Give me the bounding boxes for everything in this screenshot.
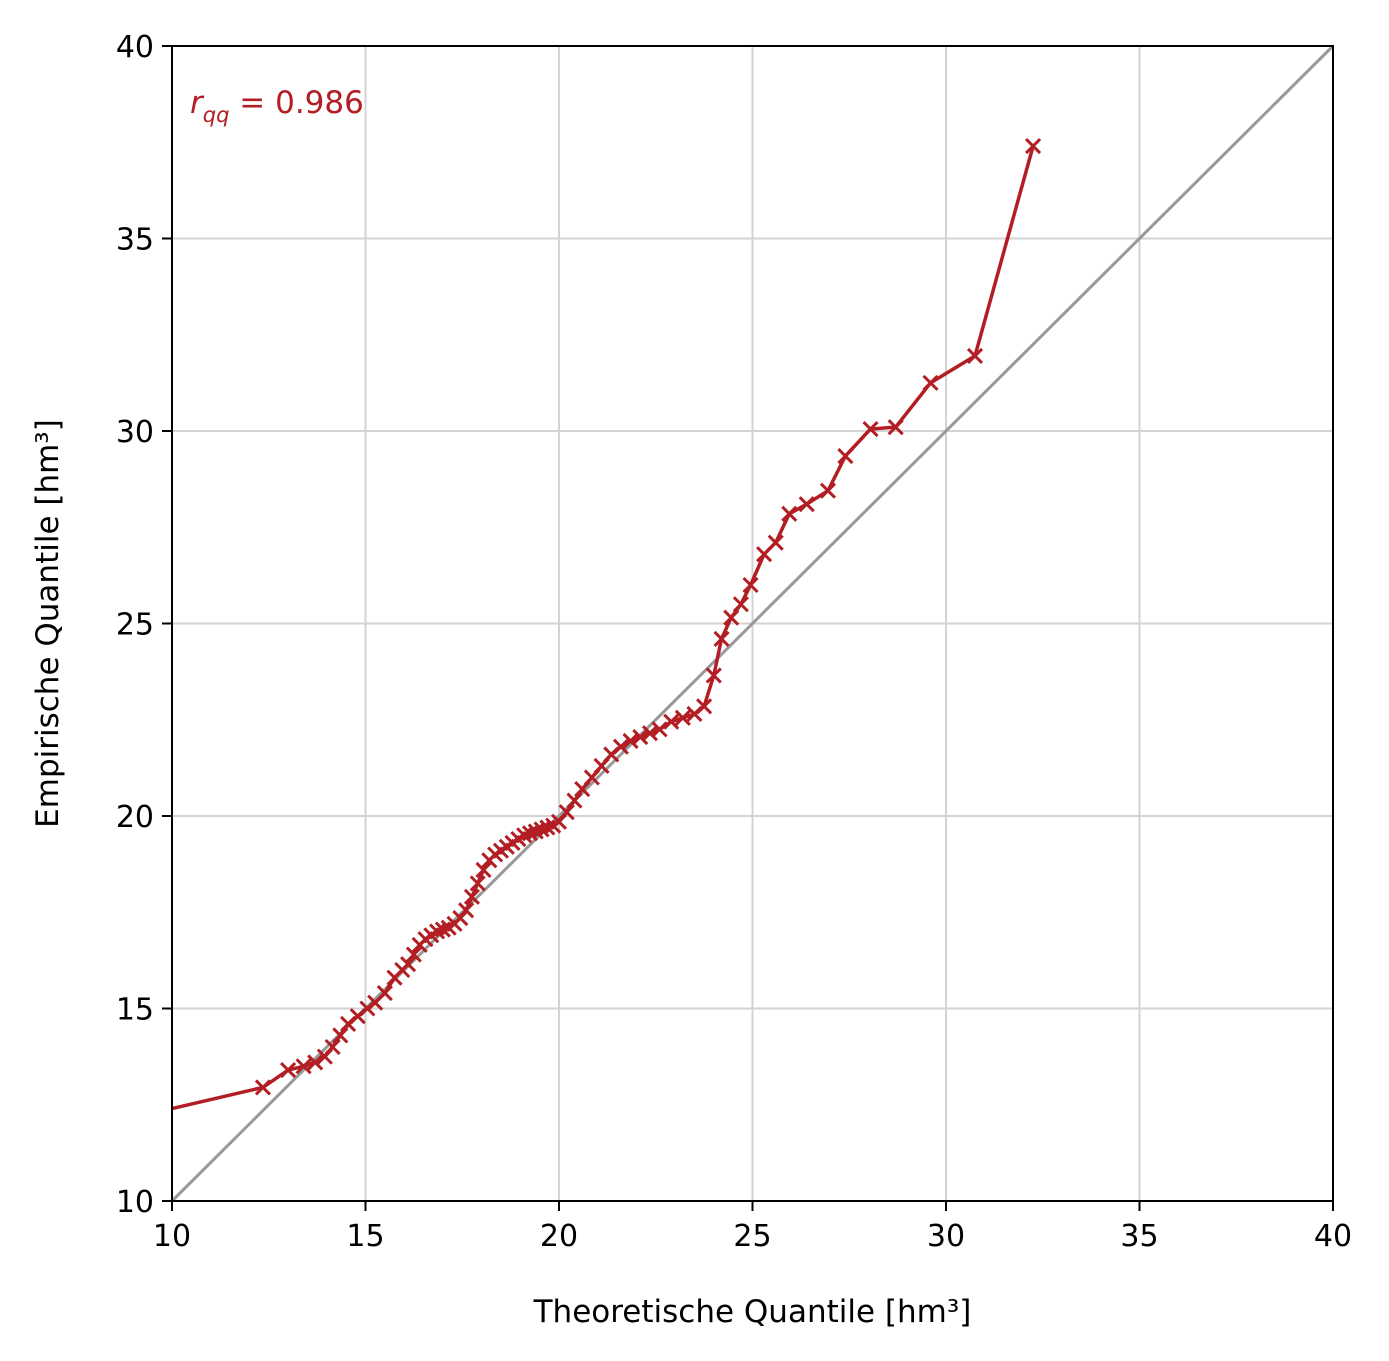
data-point-marker: [324, 1038, 341, 1056]
data-point-marker: [742, 576, 759, 594]
data-point-marker: [819, 482, 837, 499]
x-tick-label: 35: [1120, 1219, 1158, 1254]
data-point-marker: [674, 709, 691, 726]
y-tick-label: 10: [116, 1185, 154, 1220]
y-tick-label: 35: [116, 223, 154, 258]
data-point-marker: [781, 505, 798, 522]
y-tick-label: 25: [116, 608, 154, 643]
data-point-marker: [458, 902, 475, 919]
data-point-marker: [641, 725, 659, 742]
data-point-marker: [558, 804, 575, 821]
data-point-marker: [469, 875, 486, 892]
rqq-symbol: r: [190, 85, 205, 121]
data-point-marker: [837, 447, 854, 465]
data-point-marker: [723, 609, 740, 626]
y-tick-label: 30: [116, 415, 154, 450]
data-point-marker: [612, 738, 629, 755]
x-tick-label: 30: [927, 1219, 965, 1254]
data-point-marker: [651, 721, 668, 738]
y-axis-title: Empirische Quantile [hm³]: [30, 419, 66, 828]
data-point-marker: [376, 985, 393, 1002]
data-point-marker: [254, 1079, 272, 1096]
rqq-subscript: qq: [203, 103, 230, 127]
x-tick-label: 10: [153, 1219, 191, 1254]
x-tick-label: 15: [346, 1219, 384, 1254]
x-tick-label: 25: [733, 1219, 771, 1254]
series-layer: [171, 138, 1042, 1111]
data-point-marker: [887, 419, 904, 436]
data-point-marker: [622, 732, 639, 749]
y-tick-label: 20: [116, 800, 154, 835]
x-tick-label: 40: [1314, 1219, 1352, 1254]
data-point-marker: [922, 374, 939, 391]
data-point-marker: [463, 888, 480, 905]
data-point-marker: [475, 861, 492, 878]
x-tick-label: 20: [540, 1219, 578, 1254]
rqq-annotation: rqq = 0.986: [190, 85, 364, 127]
data-point-marker: [307, 1054, 324, 1071]
data-point-marker: [280, 1062, 297, 1079]
data-point-marker: [696, 698, 713, 715]
data-point-marker: [566, 792, 583, 809]
data-point-marker: [295, 1058, 312, 1075]
rqq-value: = 0.986: [229, 85, 363, 121]
y-axis-ticks: 10 15 20 25 30 35 40: [116, 30, 172, 1220]
data-point-marker: [798, 496, 815, 513]
data-point-marker: [400, 956, 417, 973]
data-point-marker: [663, 713, 680, 730]
data-point-marker: [732, 596, 749, 613]
data-point-marker: [966, 347, 984, 364]
data-point-marker: [1025, 138, 1042, 155]
y-tick-label: 15: [116, 993, 154, 1028]
data-point-marker: [713, 630, 730, 647]
y-tick-label: 40: [116, 30, 154, 65]
x-axis-title: Theoretische Quantile [hm³]: [533, 1294, 972, 1330]
data-point-marker: [405, 946, 422, 963]
x-axis-ticks: 10 15 20 25 30 35 40: [153, 1201, 1352, 1254]
data-point-marker: [862, 421, 879, 438]
data-point-marker: [632, 729, 649, 746]
data-point-marker: [705, 667, 722, 684]
data-point-marker: [332, 1027, 349, 1044]
data-point-marker: [767, 534, 784, 551]
